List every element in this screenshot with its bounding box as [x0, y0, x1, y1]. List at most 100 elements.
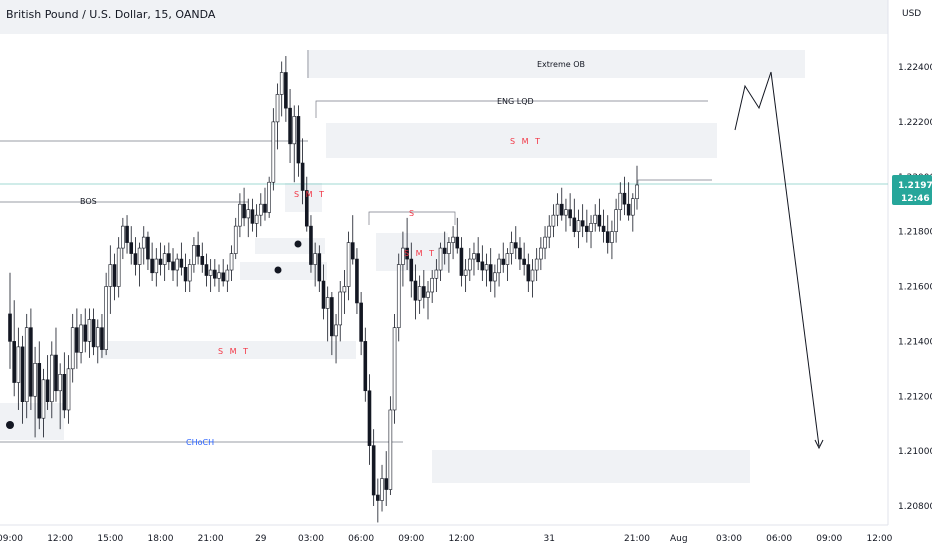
target-marker-b[interactable]: [274, 266, 282, 274]
candle[interactable]: [631, 198, 635, 216]
target-zone-bottom[interactable]: [432, 450, 750, 483]
candle[interactable]: [95, 327, 100, 348]
candle[interactable]: [509, 242, 514, 254]
candle[interactable]: [271, 121, 276, 183]
candle[interactable]: [455, 236, 460, 249]
candle[interactable]: [100, 327, 104, 350]
candle[interactable]: [12, 341, 16, 383]
candle[interactable]: [388, 409, 393, 490]
candle[interactable]: [171, 261, 175, 271]
candle[interactable]: [338, 291, 343, 326]
candle[interactable]: [585, 225, 589, 232]
candle[interactable]: [45, 379, 50, 403]
candle[interactable]: [242, 203, 246, 219]
candle[interactable]: [422, 286, 426, 298]
candle[interactable]: [384, 478, 389, 490]
candle[interactable]: [547, 225, 552, 238]
candle[interactable]: [108, 264, 113, 287]
candle[interactable]: [292, 116, 297, 145]
candle[interactable]: [371, 445, 376, 496]
candle[interactable]: [141, 236, 146, 249]
candle[interactable]: [497, 258, 501, 274]
candle[interactable]: [359, 302, 363, 342]
candle[interactable]: [346, 242, 351, 287]
candle[interactable]: [342, 286, 347, 293]
candle[interactable]: [58, 373, 62, 392]
smt-zone-upper[interactable]: [326, 123, 717, 158]
candle[interactable]: [559, 203, 564, 216]
candle[interactable]: [137, 247, 142, 265]
candle[interactable]: [409, 258, 414, 282]
candle[interactable]: [572, 217, 577, 232]
candle[interactable]: [37, 363, 42, 419]
projection-path-down[interactable]: [770, 71, 820, 447]
candle[interactable]: [434, 269, 439, 279]
candle[interactable]: [543, 236, 547, 249]
candle[interactable]: [610, 231, 614, 243]
candle[interactable]: [75, 327, 79, 353]
projection-path-up[interactable]: [734, 71, 772, 131]
candle[interactable]: [229, 253, 234, 271]
candle[interactable]: [480, 261, 485, 271]
ob-zone-b[interactable]: [240, 262, 327, 280]
candle[interactable]: [447, 242, 451, 254]
candle[interactable]: [129, 242, 134, 254]
candle[interactable]: [158, 258, 163, 265]
candle[interactable]: [246, 209, 251, 219]
candle[interactable]: [8, 313, 12, 342]
price-axis[interactable]: 1.224001.222001.220001.218001.216001.214…: [898, 63, 932, 512]
candle[interactable]: [225, 269, 230, 282]
candle[interactable]: [564, 209, 568, 216]
candle[interactable]: [589, 223, 593, 232]
candle[interactable]: [330, 297, 334, 337]
candle[interactable]: [380, 478, 384, 501]
candle[interactable]: [183, 266, 188, 282]
candle[interactable]: [112, 264, 117, 287]
candle[interactable]: [526, 264, 531, 282]
candle[interactable]: [451, 236, 455, 243]
candle[interactable]: [350, 242, 355, 260]
candle[interactable]: [396, 264, 401, 328]
candle[interactable]: [405, 247, 409, 260]
candle[interactable]: [208, 269, 213, 276]
candle[interactable]: [555, 203, 560, 216]
candle[interactable]: [196, 245, 200, 257]
time-axis[interactable]: 09:00 12:00 15:00 18:00 21:00 29 03:00 06:00 09:…: [0, 534, 893, 544]
candle[interactable]: [522, 258, 526, 265]
candle[interactable]: [204, 264, 209, 276]
candle[interactable]: [334, 324, 338, 337]
candle[interactable]: [62, 373, 67, 411]
candle[interactable]: [601, 225, 606, 232]
candle[interactable]: [192, 245, 196, 265]
candle[interactable]: [463, 269, 468, 276]
smt-zone-lower[interactable]: [100, 341, 356, 359]
candle[interactable]: [167, 253, 171, 263]
candle[interactable]: [505, 253, 510, 265]
eng-lqd-line[interactable]: [315, 100, 708, 118]
candle[interactable]: [150, 258, 154, 274]
candle[interactable]: [476, 253, 480, 263]
candle[interactable]: [363, 341, 368, 392]
candle[interactable]: [41, 379, 46, 419]
candle[interactable]: [513, 242, 518, 249]
candle[interactable]: [304, 190, 309, 227]
candle[interactable]: [438, 247, 443, 271]
candle[interactable]: [16, 346, 21, 383]
candle[interactable]: [284, 72, 288, 109]
candle[interactable]: [258, 203, 263, 216]
candle[interactable]: [321, 280, 326, 309]
candle[interactable]: [29, 327, 33, 397]
candle[interactable]: [580, 220, 585, 227]
candle[interactable]: [250, 209, 255, 224]
candle[interactable]: [530, 269, 535, 282]
candle[interactable]: [367, 390, 372, 446]
candle[interactable]: [467, 258, 472, 271]
candle[interactable]: [593, 214, 598, 224]
candle[interactable]: [179, 258, 184, 268]
candle[interactable]: [300, 162, 305, 191]
candle[interactable]: [534, 258, 539, 271]
candle[interactable]: [317, 253, 322, 282]
candle[interactable]: [442, 247, 447, 254]
candle[interactable]: [392, 327, 397, 411]
